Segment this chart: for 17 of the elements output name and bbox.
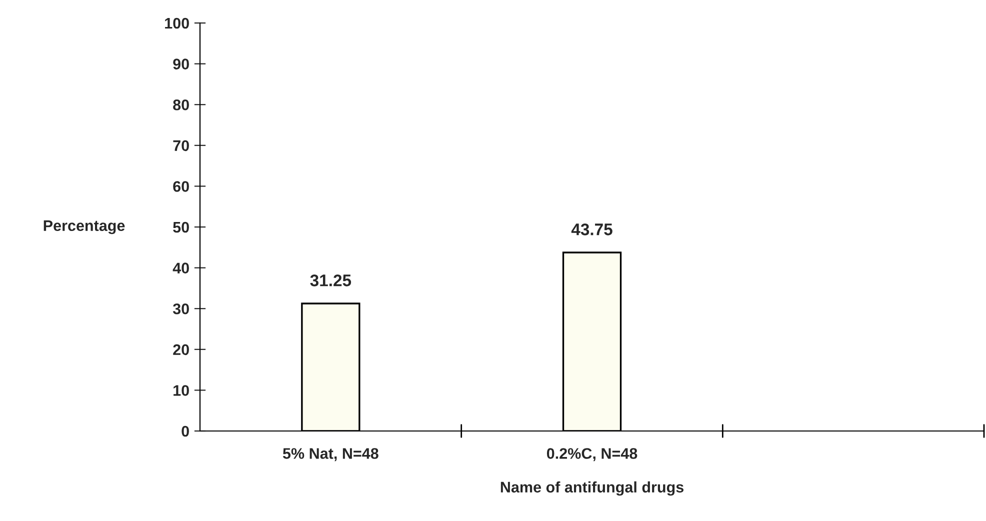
y-tick-label: 10 xyxy=(174,385,189,396)
y-tick-label: 30 xyxy=(172,303,189,314)
data-label: 31.25 xyxy=(310,274,352,286)
x-tick-label: 0.2%C, N=48 xyxy=(546,448,638,462)
x-tick-label: 5% Nat, N=48 xyxy=(282,448,378,462)
y-axis-title: Percentage xyxy=(44,220,125,234)
y-tick-label: 40 xyxy=(172,262,189,274)
y-tick-label: 20 xyxy=(173,344,189,356)
y-tick-label: 100 xyxy=(165,18,189,29)
y-tick-label: 80 xyxy=(173,99,189,110)
y-tick-label: 70 xyxy=(173,140,189,152)
data-label: 43.75 xyxy=(571,224,612,236)
y-tick-label: 90 xyxy=(173,58,189,70)
y-tick-label: 60 xyxy=(173,181,189,192)
y-tick-label: 0 xyxy=(182,426,189,437)
x-axis-title: Name of antifungal drugs xyxy=(500,481,684,496)
y-tick-label: 50 xyxy=(173,222,189,233)
